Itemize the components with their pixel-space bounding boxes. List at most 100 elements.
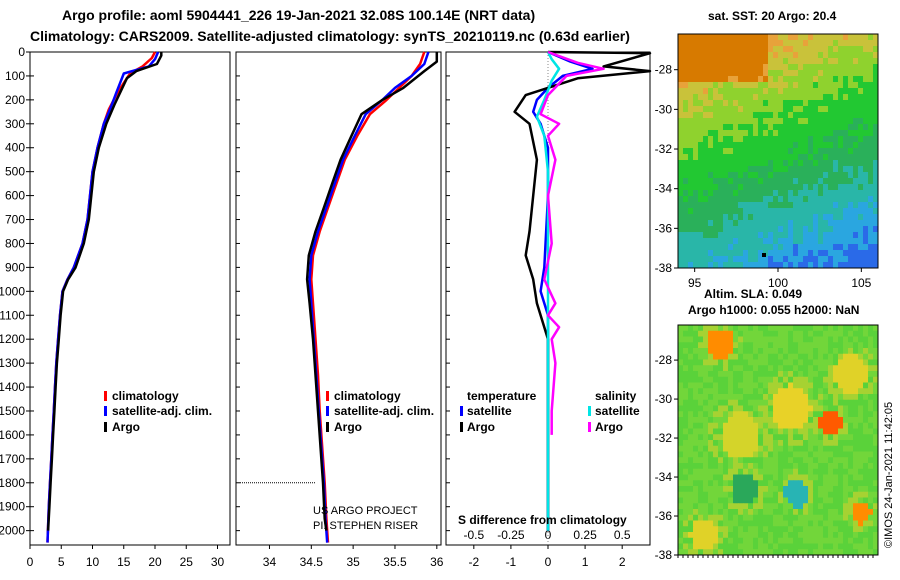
sla-cell [763, 428, 769, 435]
y-tick-label: 1500 [0, 404, 25, 418]
sla-cell [808, 503, 814, 510]
sst-cell [848, 34, 854, 41]
sla-cell [728, 342, 734, 349]
sla-cell [773, 537, 779, 544]
sst-cell [713, 82, 719, 89]
sst-cell [688, 64, 694, 71]
sst-cell [778, 202, 784, 209]
sst-cell [853, 148, 859, 155]
sla-cell [768, 503, 774, 510]
sst-cell [803, 226, 809, 233]
sst-cell [783, 256, 789, 263]
sst-cell [868, 76, 874, 83]
sla-cell [773, 463, 779, 470]
sla-cell [843, 365, 849, 372]
sla-cell [693, 330, 699, 337]
sst-cell [738, 142, 744, 149]
sst-cell [853, 88, 859, 95]
sst-cell [728, 238, 734, 245]
sla-cell [683, 411, 689, 418]
sst-cell [693, 208, 699, 215]
sla-cell [758, 468, 764, 475]
sst-cell [848, 256, 854, 263]
sla-cell [803, 497, 809, 504]
sst-cell [678, 214, 684, 221]
legend-label-temp-satellite: satellite [467, 404, 512, 418]
sst-cell [708, 76, 714, 83]
x-tick-label-salinity: 0.25 [573, 528, 597, 542]
sst-cell [763, 148, 769, 155]
sst-cell [713, 34, 719, 41]
sla-cell [723, 348, 729, 355]
sla-cell [698, 451, 704, 458]
sst-cell [728, 70, 734, 77]
sst-cell [678, 160, 684, 167]
sla-cell [708, 405, 714, 412]
sst-cell [783, 184, 789, 191]
sst-cell [698, 238, 704, 245]
sst-cell [768, 94, 774, 101]
sla-cell [778, 411, 784, 418]
sst-cell [768, 202, 774, 209]
sla-cell [713, 359, 719, 366]
sla-cell [778, 382, 784, 389]
sla-cell [838, 411, 844, 418]
sla-cell [758, 348, 764, 355]
sst-cell [843, 94, 849, 101]
sla-cell [858, 342, 864, 349]
sla-cell [678, 422, 684, 429]
sst-cell [813, 34, 819, 41]
sst-cell [768, 142, 774, 149]
sst-cell [718, 208, 724, 215]
sla-cell [863, 434, 869, 441]
sst-cell [718, 160, 724, 167]
sst-cell [863, 40, 869, 47]
sst-cell [713, 184, 719, 191]
sst-cell [693, 130, 699, 137]
sla-cell [868, 336, 874, 343]
sst-cell [818, 208, 824, 215]
y-tick-label: 1100 [0, 308, 25, 322]
sst-cell [798, 148, 804, 155]
sla-cell [853, 365, 859, 372]
sla-cell [698, 486, 704, 493]
sst-cell [738, 94, 744, 101]
sst-cell [748, 52, 754, 59]
sla-cell [828, 526, 834, 533]
sla-cell [768, 359, 774, 366]
sla-cell [848, 503, 854, 510]
sla-cell [703, 503, 709, 510]
sla-cell [823, 411, 829, 418]
sst-cell [748, 214, 754, 221]
sst-cell [693, 202, 699, 209]
sst-cell [678, 226, 684, 233]
sla-cell [848, 434, 854, 441]
sst-cell [748, 64, 754, 71]
sst-cell [828, 190, 834, 197]
sst-cell [678, 58, 684, 65]
sla-cell [843, 353, 849, 360]
sst-cell [858, 130, 864, 137]
sla-cell [798, 325, 804, 332]
sla-cell [848, 474, 854, 481]
sla-cell [873, 520, 879, 527]
sst-cell [813, 238, 819, 245]
sst-cell [808, 130, 814, 137]
sst-cell [708, 166, 714, 173]
sla-cell [778, 399, 784, 406]
legend-swatch-sal-satellite [588, 406, 591, 416]
sla-cell [818, 474, 824, 481]
sla-cell [703, 342, 709, 349]
legend-swatch-satellite [326, 406, 329, 416]
sla-cell [793, 537, 799, 544]
sst-cell [718, 214, 724, 221]
sst-cell [678, 52, 684, 59]
sst-cell [683, 226, 689, 233]
sst-cell [798, 100, 804, 107]
sla-cell [793, 365, 799, 372]
sla-cell [838, 388, 844, 395]
sla-cell [848, 353, 854, 360]
sst-cell [728, 220, 734, 227]
sst-cell [863, 238, 869, 245]
sla-cell [738, 457, 744, 464]
